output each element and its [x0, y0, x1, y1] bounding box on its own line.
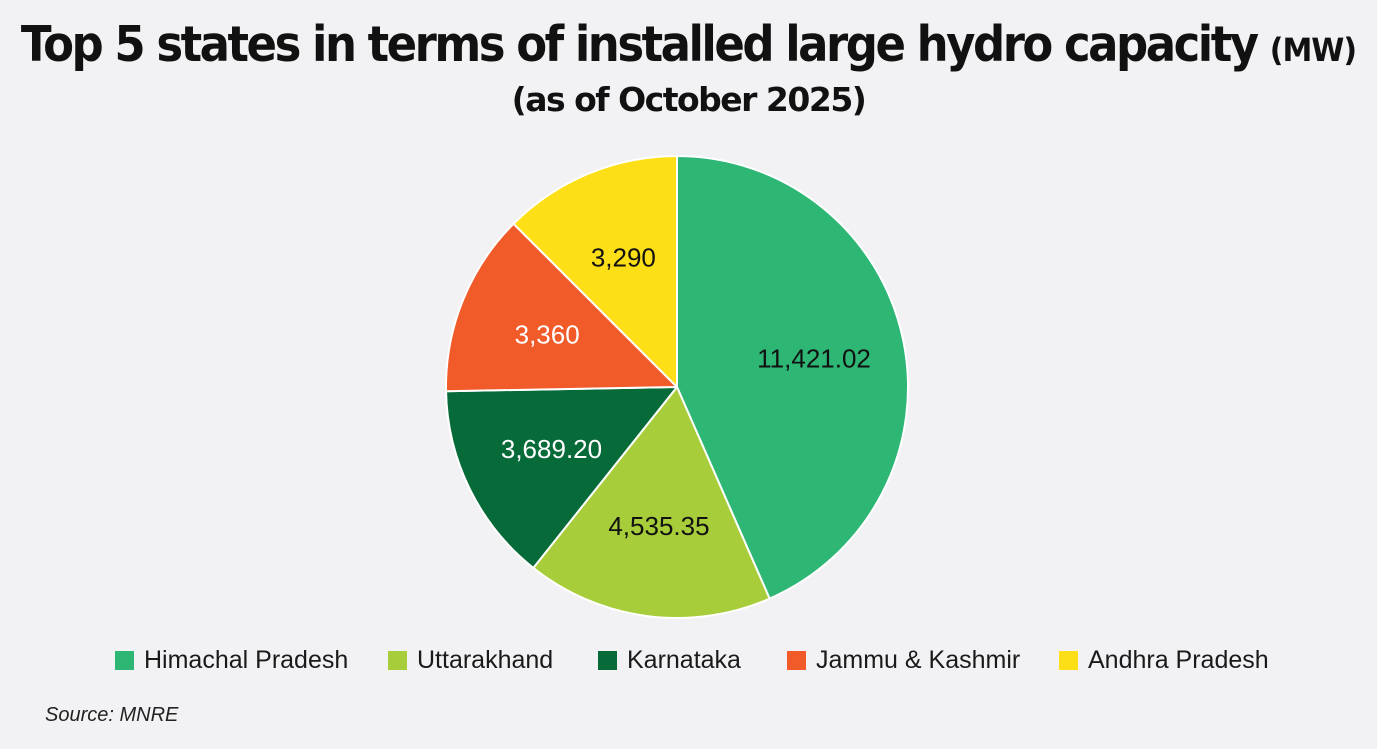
- chart-title-text: Top 5 states in terms of installed large…: [20, 15, 1259, 74]
- legend-swatch: [388, 650, 407, 670]
- legend-item-himachal-pradesh: Himachal Pradesh: [115, 640, 348, 680]
- legend-swatch: [787, 650, 806, 670]
- slice-label-uttarakhand: 4,535.35: [608, 511, 709, 541]
- source-note: Source: MNRE: [45, 704, 179, 726]
- legend-label: Karnataka: [627, 645, 741, 674]
- slice-label-andhra-pradesh: 3,290: [591, 243, 656, 273]
- chart-title: Top 5 states in terms of installed large…: [0, 16, 1377, 73]
- pie-slice-karnataka: [445, 386, 678, 569]
- legend-label: Andhra Pradesh: [1088, 645, 1269, 674]
- legend-swatch: [115, 650, 134, 670]
- slice-label-himachal-pradesh: 11,421.02: [757, 343, 871, 373]
- pie-slice-andhra-pradesh: [512, 155, 678, 388]
- chart-subtitle: (as of October 2025): [511, 80, 867, 119]
- legend-swatch: [598, 650, 617, 670]
- pie-chart: 11,421.02 4,535.35 3,689.20 3,360 3,290: [445, 155, 909, 619]
- chart-title-unit: (MW): [1269, 32, 1357, 70]
- legend-item-uttarakhand: Uttarakhand: [388, 640, 553, 680]
- legend-swatch: [1059, 650, 1078, 670]
- legend-label: Jammu & Kashmir: [816, 645, 1021, 674]
- legend-label: Uttarakhand: [417, 645, 554, 674]
- slice-label-karnataka: 3,689.20: [501, 434, 602, 464]
- legend-item-jammu-kashmir: Jammu & Kashmir: [787, 640, 1020, 680]
- legend-label: Himachal Pradesh: [144, 645, 349, 674]
- pie-slices: [445, 155, 909, 619]
- pie-slice-uttarakhand: [532, 386, 771, 619]
- slice-label-jammu-kashmir: 3,360: [515, 320, 580, 350]
- pie-labels: 11,421.02 4,535.35 3,689.20 3,360 3,290: [501, 243, 871, 541]
- legend: Himachal Pradesh Uttarakhand Karnataka J…: [0, 640, 1377, 680]
- pie-slice-jammu-kashmir: [445, 222, 678, 393]
- pie-slice-himachal-pradesh: [676, 155, 909, 600]
- legend-item-karnataka: Karnataka: [598, 640, 741, 680]
- legend-item-andhra-pradesh: Andhra Pradesh: [1059, 640, 1269, 680]
